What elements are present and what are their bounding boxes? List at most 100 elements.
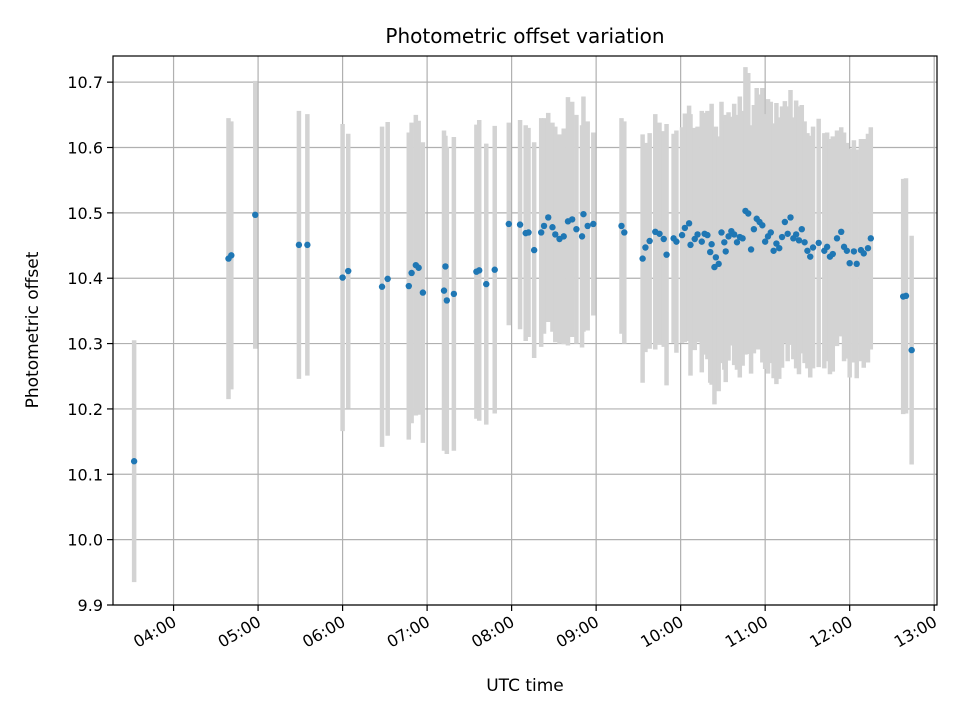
- data-point: [405, 282, 412, 290]
- data-point: [691, 235, 698, 243]
- error-bars: [131, 67, 914, 583]
- data-point: [715, 260, 722, 268]
- data-point: [707, 248, 714, 256]
- data-point: [642, 244, 649, 251]
- data-point: [759, 222, 766, 229]
- data-point: [549, 224, 556, 231]
- data-point: [798, 225, 805, 233]
- data-point: [838, 228, 845, 236]
- data-point: [747, 246, 755, 253]
- data-point: [787, 214, 794, 221]
- data-point: [781, 218, 789, 226]
- data-points: [130, 207, 915, 465]
- data-point: [750, 225, 758, 233]
- x-tick-label: 11:00: [722, 612, 771, 652]
- data-point: [722, 248, 729, 255]
- data-point: [476, 267, 483, 274]
- data-point: [698, 238, 705, 245]
- data-point: [725, 233, 732, 240]
- data-point: [733, 239, 741, 246]
- data-point: [295, 241, 303, 249]
- data-point: [568, 216, 576, 223]
- chart-title: Photometric offset variation: [385, 24, 664, 48]
- data-point: [339, 274, 346, 281]
- x-tick-label: 04:00: [130, 612, 179, 652]
- data-point: [767, 229, 774, 236]
- data-point: [730, 231, 738, 238]
- data-point: [809, 244, 817, 251]
- data-point: [867, 235, 874, 242]
- data-point: [573, 225, 580, 233]
- y-tick-label: 10.3: [67, 335, 103, 354]
- data-point: [442, 263, 449, 270]
- data-point: [663, 251, 670, 258]
- x-tick-label: 08:00: [468, 612, 517, 652]
- data-point: [678, 231, 686, 239]
- data-point: [773, 240, 780, 247]
- data-point: [540, 222, 548, 230]
- data-point: [712, 254, 720, 261]
- data-point: [815, 239, 822, 247]
- data-point: [685, 220, 693, 227]
- data-point: [673, 238, 680, 245]
- x-tick-label: 05:00: [215, 612, 264, 652]
- x-axis-ticks: 04:00 05:00 06:00 07:00 08:00 09:00 10:00 11:00…: [130, 605, 940, 652]
- data-point: [761, 238, 769, 245]
- data-point: [584, 222, 591, 230]
- data-point: [804, 247, 811, 254]
- data-point: [621, 229, 628, 236]
- data-point: [704, 231, 711, 239]
- x-tick-label: 10:00: [637, 612, 686, 652]
- data-point: [795, 237, 803, 244]
- data-point: [694, 231, 701, 238]
- data-point: [843, 247, 851, 254]
- data-point: [687, 241, 694, 249]
- data-point: [681, 224, 689, 232]
- data-point: [776, 244, 783, 252]
- data-point: [902, 292, 910, 300]
- data-point: [419, 289, 427, 296]
- data-point: [483, 280, 490, 288]
- data-point: [530, 246, 538, 254]
- data-point: [721, 239, 728, 246]
- data-point: [656, 230, 663, 237]
- data-point: [660, 235, 667, 243]
- data-point: [833, 235, 841, 242]
- data-point: [807, 253, 814, 260]
- data-point: [378, 283, 386, 290]
- data-point: [853, 260, 860, 268]
- data-point: [228, 252, 235, 259]
- data-point: [823, 243, 831, 251]
- x-tick-label: 13:00: [891, 612, 940, 652]
- data-point: [384, 275, 391, 283]
- data-point: [440, 287, 448, 294]
- data-point: [443, 297, 451, 304]
- data-point: [252, 211, 259, 219]
- data-point: [860, 250, 867, 257]
- data-point: [745, 210, 752, 217]
- y-tick-label: 10.7: [67, 73, 103, 92]
- data-point: [646, 237, 653, 245]
- y-tick-label: 10.6: [67, 139, 103, 158]
- x-tick-label: 06:00: [299, 612, 348, 652]
- data-point: [345, 267, 352, 275]
- plot-frame: [112, 55, 938, 606]
- y-tick-label: 9.9: [78, 596, 103, 615]
- data-point: [908, 346, 915, 354]
- y-tick-label: 10.5: [67, 204, 103, 223]
- data-point: [304, 241, 311, 249]
- data-point: [505, 220, 513, 228]
- x-tick-label: 12:00: [806, 612, 855, 652]
- data-point: [415, 264, 422, 271]
- data-point: [130, 458, 138, 465]
- data-point: [829, 250, 836, 258]
- data-point: [590, 220, 597, 228]
- data-point: [578, 233, 586, 240]
- y-tick-label: 10.4: [67, 269, 103, 288]
- data-point: [784, 230, 791, 237]
- data-point: [639, 255, 646, 262]
- y-tick-label: 10.1: [67, 465, 103, 484]
- data-point: [450, 290, 458, 298]
- data-point: [846, 259, 853, 267]
